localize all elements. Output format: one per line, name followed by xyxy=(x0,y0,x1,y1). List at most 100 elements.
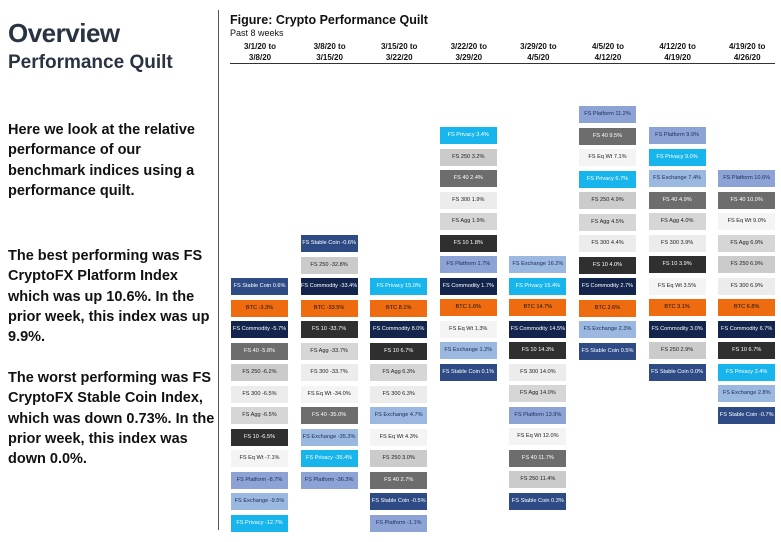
commentary-panel: Overview Performance Quilt Here we look … xyxy=(0,0,218,542)
quilt-cell: FS 40 -35.0% xyxy=(300,407,358,424)
quilt-cell: FS Stable Coin 0.6% xyxy=(231,278,288,295)
quilt-cell: FS Privacy -12.7% xyxy=(231,514,288,532)
quilt-cell: FS Privacy -35.4% xyxy=(300,450,358,467)
column-header-end: 4/26/20 xyxy=(733,53,761,62)
worst-performer-paragraph: The worst performing was FS CryptoFX Sta… xyxy=(8,370,215,468)
quilt-cell: BTC 8.1% xyxy=(370,299,428,317)
quilt-cell: FS 250 -32.8% xyxy=(300,256,358,274)
quilt-cell: FS 40 -5.8% xyxy=(231,342,288,360)
quilt-cell: FS 250 6.9% xyxy=(718,256,776,273)
column-header-end: 3/8/20 xyxy=(248,53,272,62)
quilt-cell: FS 10 -33.7% xyxy=(300,321,358,338)
column-header-end: 3/22/20 xyxy=(385,53,413,62)
column-header-start: 3/8/20 to xyxy=(313,42,346,51)
quilt-cell: FS Platform 1.7% xyxy=(439,256,497,273)
quilt-cell: FS 10 6.7% xyxy=(718,342,776,359)
quilt-cell: FS Agg -33.7% xyxy=(300,342,358,360)
quilt-cell: FS Platform 10.6% xyxy=(718,170,776,187)
quilt-cell: FS Agg 1.9% xyxy=(439,213,497,230)
quilt-cell: FS Exchange -9.5% xyxy=(231,493,288,510)
quilt-cell: FS 250 4.9% xyxy=(579,192,636,209)
quilt-cell: FS Privacy 3.4% xyxy=(718,363,776,381)
quilt-cell: FS 10 1.8% xyxy=(439,234,497,252)
quilt-cell: FS Platform 13.9% xyxy=(509,406,567,424)
quilt-cell: FS Eq Wt 7.1% xyxy=(579,149,636,166)
quilt-cell: FS Privacy 6.7% xyxy=(579,170,636,188)
quilt-cell: FS Exchange 7.4% xyxy=(648,170,706,187)
quilt-cell: FS Stable Coin -0.7% xyxy=(718,406,776,424)
column-header-start: 4/12/20 to xyxy=(659,42,696,51)
quilt-cell: FS 250 11.4% xyxy=(509,471,567,488)
column-header-end: 3/15/20 xyxy=(316,53,343,62)
column-header: 3/22/20 to 3/29/20 xyxy=(437,41,501,63)
quilt-cell: FS Platform 11.2% xyxy=(579,106,636,123)
quilt-cell: BTC 1.6% xyxy=(439,299,497,316)
quilt-cell: FS Platform 9.9% xyxy=(648,127,706,144)
quilt-cell: FS Commodity 14.5% xyxy=(509,320,567,338)
quilt-cell: FS 10 4.0% xyxy=(579,256,636,274)
quilt-cell: FS Exchange 2.3% xyxy=(579,321,636,338)
intro-paragraph: Here we look at the relative performance… xyxy=(8,122,195,199)
column-header: 3/8/20 to 3/15/20 xyxy=(298,41,362,63)
column-header: 3/15/20 to 3/22/20 xyxy=(367,41,431,63)
divider xyxy=(218,10,219,530)
quilt-cell: FS Privacy 9.0% xyxy=(648,148,706,166)
column-header-start: 4/5/20 to xyxy=(591,42,624,51)
quilt-cell: FS 10 3.9% xyxy=(648,256,706,273)
quilt-cell: FS Commodity -5.7% xyxy=(231,321,288,338)
figure-subtitle: Past 8 weeks xyxy=(230,28,284,38)
quilt-cell: BTC 14.7% xyxy=(509,299,567,316)
column-header: 4/12/20 to 4/19/20 xyxy=(646,41,710,63)
quilt-cell: FS Eq Wt -34.0% xyxy=(300,385,358,403)
quilt-cell: FS 300 6.3% xyxy=(370,385,428,403)
quilt-cell: FS Agg 14.0% xyxy=(509,385,567,402)
column-header-start: 3/29/20 to xyxy=(520,42,557,51)
quilt-cell: FS 40 11.7% xyxy=(509,449,567,467)
quilt-cell: FS Eq Wt 3.5% xyxy=(648,277,706,295)
quilt-cell: FS Platform -8.7% xyxy=(231,471,288,489)
quilt-cell: FS Agg 4.5% xyxy=(579,213,636,231)
quilt-cell: FS 40 2.7% xyxy=(370,471,428,489)
quilt-cell: FS Agg 6.3% xyxy=(370,364,428,381)
quilt-cell: FS Stable Coin -0.5% xyxy=(370,493,428,510)
column-header: 3/1/20 to 3/8/20 xyxy=(228,41,292,63)
quilt-cell: BTC 6.8% xyxy=(718,299,776,316)
quilt-cell: FS 40 9.5% xyxy=(579,127,636,145)
quilt-cell: FS 40 4.9% xyxy=(648,191,706,209)
column-header-start: 3/1/20 to xyxy=(243,42,276,51)
quilt-cell: FS Commodity -33.4% xyxy=(300,278,358,295)
column-header-end: 3/29/20 xyxy=(455,53,483,62)
quilt-cell: FS Stable Coin 0.1% xyxy=(439,363,497,381)
quilt-cell: FS Eq Wt -7.1% xyxy=(231,450,288,467)
quilt-cell: FS Agg 4.0% xyxy=(648,213,706,230)
quilt-cell: FS Eq Wt 1.3% xyxy=(439,320,497,338)
quilt-cell: FS Stable Coin 0.3% xyxy=(509,492,567,510)
quilt-cell: BTC -3.3% xyxy=(231,299,288,317)
column-header-end: 4/5/20 xyxy=(527,53,550,62)
quilt-cell: FS Eq Wt 9.0% xyxy=(718,213,776,230)
quilt-cell: FS Privacy 3.4% xyxy=(439,127,497,144)
quilt-cell: FS Stable Coin 0.0% xyxy=(648,363,706,381)
quilt-cell: FS Stable Coin 0.5% xyxy=(579,342,636,360)
quilt-cell: FS Platform -36.3% xyxy=(300,471,358,489)
quilt-cell: FS Exchange 16.2% xyxy=(509,256,567,273)
quilt-cell: FS 40 10.0% xyxy=(718,191,776,209)
quilt-cell: BTC -33.5% xyxy=(300,299,358,317)
quilt-cell: FS 10 6.7% xyxy=(370,342,428,360)
quilt-cell: FS 300 1.9% xyxy=(439,191,497,209)
quilt-cell: FS 300 6.9% xyxy=(718,277,776,295)
quilt-cell: FS Commodity 8.0% xyxy=(370,321,428,338)
column-header: 4/5/20 to 4/12/20 xyxy=(576,41,640,63)
quilt-cell: FS 10 14.3% xyxy=(509,342,567,359)
figure-title: Figure: Crypto Performance Quilt xyxy=(230,13,428,27)
column-header: 3/29/20 to 4/5/20 xyxy=(506,41,570,63)
quilt-cell: FS Commodity 3.0% xyxy=(648,320,706,338)
quilt-cell: FS Privacy 15.0% xyxy=(370,278,428,295)
quilt-cell: FS 40 2.4% xyxy=(439,170,497,187)
quilt-cell: FS Exchange -35.3% xyxy=(300,428,358,446)
column-header: 4/19/20 to 4/26/20 xyxy=(715,41,779,63)
page-title: Overview xyxy=(8,18,120,48)
quilt-cell: FS Commodity 2.7% xyxy=(579,278,636,295)
quilt-cell: FS Eq Wt 12.0% xyxy=(509,428,567,445)
column-header-end: 4/19/20 xyxy=(664,53,691,62)
